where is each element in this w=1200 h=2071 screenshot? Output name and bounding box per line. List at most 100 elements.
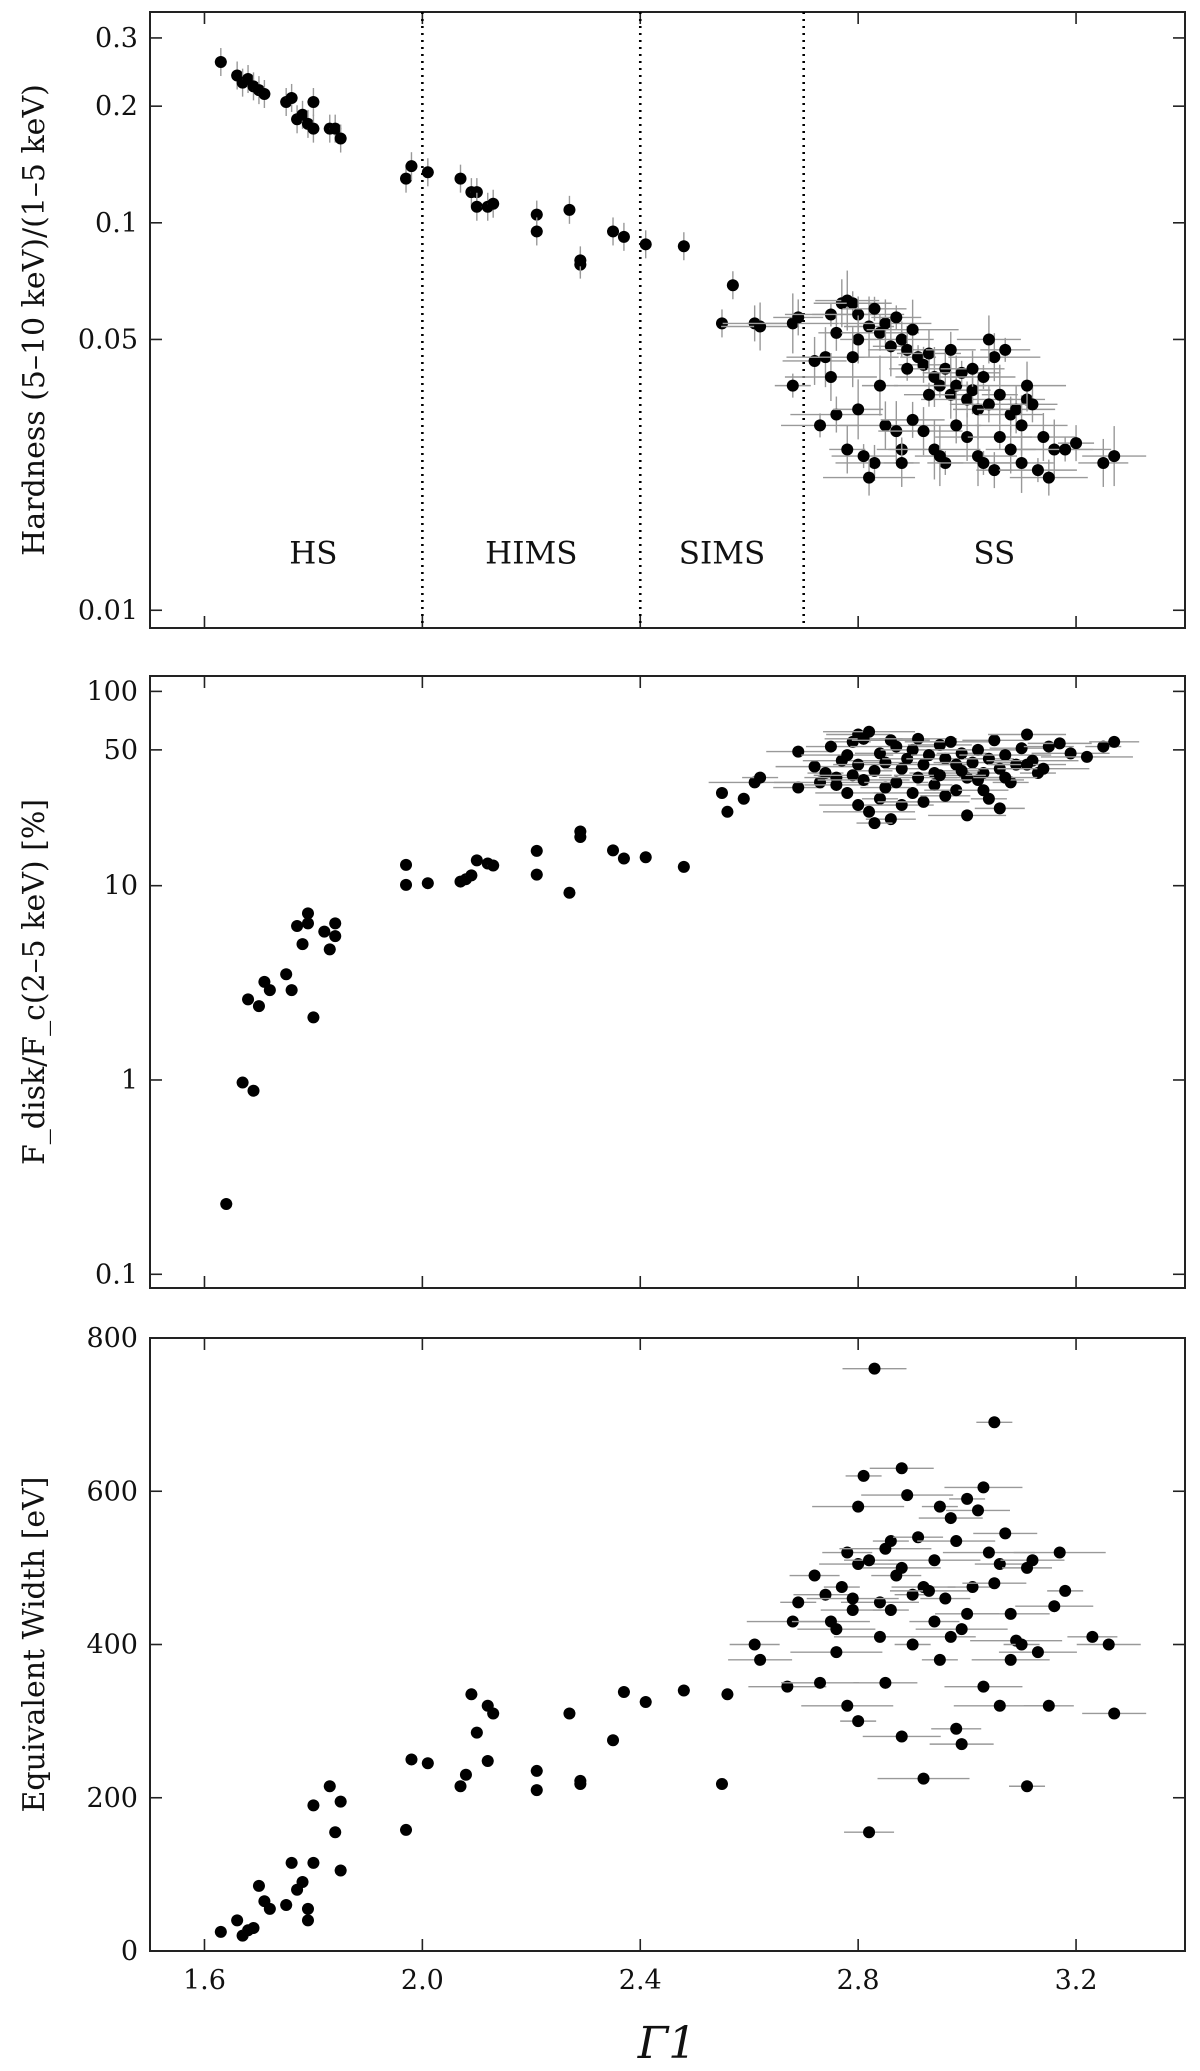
data-point (1080, 750, 1093, 763)
data-point (857, 450, 870, 463)
data-point (301, 907, 314, 920)
data-point (982, 333, 995, 346)
data-point (895, 799, 908, 812)
data-point (247, 1084, 260, 1097)
data-point (988, 351, 1001, 364)
data-point (988, 734, 1001, 747)
data-point (993, 1558, 1006, 1571)
data-point (1015, 419, 1028, 432)
data-point (906, 786, 919, 799)
data-point (301, 1914, 314, 1927)
data-point (530, 1764, 543, 1777)
data-point (1059, 1584, 1072, 1597)
y-tick-label: 1 (121, 1065, 138, 1096)
data-point (470, 200, 483, 213)
data-point (323, 1780, 336, 1793)
data-point (841, 786, 854, 799)
data-point (982, 792, 995, 805)
data-point (950, 379, 963, 392)
data-point (841, 1546, 854, 1559)
data-point (863, 320, 876, 333)
data-point (863, 725, 876, 738)
data-point (873, 1596, 886, 1609)
data-point (873, 379, 886, 392)
data-point (922, 1584, 935, 1597)
data-point (307, 1011, 320, 1024)
data-point (1097, 456, 1110, 469)
data-point (868, 817, 881, 830)
data-point (1031, 1646, 1044, 1659)
state-label: SIMS (679, 536, 765, 572)
data-point (830, 778, 843, 791)
data-point (852, 1500, 865, 1513)
data-point (1004, 1653, 1017, 1666)
data-point (884, 813, 897, 826)
data-point (754, 320, 767, 333)
data-point (928, 778, 941, 791)
data-point (1053, 1546, 1066, 1559)
data-point (890, 776, 903, 789)
data-point (999, 771, 1012, 784)
data-point (999, 343, 1012, 356)
data-point (263, 1902, 276, 1915)
data-point (786, 379, 799, 392)
data-point (852, 1715, 865, 1728)
data-point (334, 132, 347, 145)
data-point (933, 1500, 946, 1513)
data-point (830, 326, 843, 339)
data-point (574, 254, 587, 267)
data-point (677, 240, 690, 253)
data-point (852, 758, 865, 771)
data-point (487, 197, 500, 210)
x-axis-title: Γ1 (637, 2018, 697, 2069)
data-point (1026, 1554, 1039, 1567)
data-point (400, 878, 413, 891)
data-point (792, 745, 805, 758)
data-point (841, 1699, 854, 1712)
data-point (966, 1581, 979, 1594)
data-point (214, 56, 227, 69)
data-point (982, 398, 995, 411)
data-point (873, 1630, 886, 1643)
data-point (307, 122, 320, 135)
data-point (884, 1604, 897, 1617)
data-point (285, 1856, 298, 1869)
y-tick-label: 0.1 (95, 1259, 138, 1290)
data-point (895, 456, 908, 469)
data-point (530, 844, 543, 857)
data-point (868, 764, 881, 777)
y-axis-title: F_disk/F_c(2–5 keV) [%] (17, 799, 52, 1165)
data-point (895, 333, 908, 346)
data-point (955, 366, 968, 379)
data-point (895, 1730, 908, 1743)
y-tick-label: 100 (86, 676, 138, 707)
data-point (465, 1688, 478, 1701)
data-point (988, 1577, 1001, 1590)
data-point (830, 408, 843, 421)
data-point (1042, 740, 1055, 753)
data-point (906, 1638, 919, 1651)
data-point (846, 769, 859, 782)
data-point (922, 388, 935, 401)
data-point (1053, 737, 1066, 750)
data-point (808, 760, 821, 773)
data-point (846, 297, 859, 310)
data-point (1021, 728, 1034, 741)
data-point (334, 1864, 347, 1877)
data-point (939, 789, 952, 802)
data-point (944, 735, 957, 748)
data-point (955, 1623, 968, 1636)
data-point (972, 743, 984, 756)
data-point (677, 860, 690, 873)
data-point (454, 172, 467, 185)
data-point (863, 805, 876, 818)
data-point (906, 323, 919, 336)
data-point (1097, 740, 1110, 753)
data-point (901, 1489, 914, 1502)
data-point (726, 279, 739, 292)
data-point (574, 825, 587, 838)
data-point (421, 1757, 434, 1770)
data-point (999, 749, 1012, 762)
data-point (1108, 450, 1121, 463)
data-point (993, 388, 1006, 401)
